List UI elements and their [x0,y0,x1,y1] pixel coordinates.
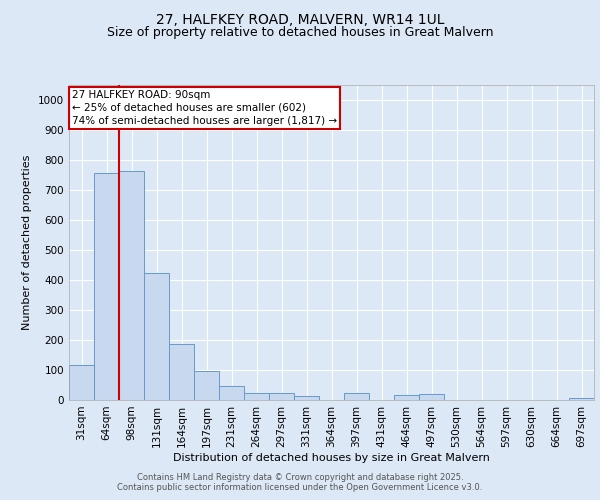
Bar [294,396,319,400]
Y-axis label: Number of detached properties: Number of detached properties [22,155,32,330]
Bar [194,371,219,400]
Bar [569,398,594,400]
Text: 27 HALFKEY ROAD: 90sqm
← 25% of detached houses are smaller (602)
74% of semi-de: 27 HALFKEY ROAD: 90sqm ← 25% of detached… [71,90,337,126]
Bar [69,365,94,400]
Bar [169,344,194,400]
Text: 27, HALFKEY ROAD, MALVERN, WR14 1UL: 27, HALFKEY ROAD, MALVERN, WR14 1UL [156,12,444,26]
Text: Contains HM Land Registry data © Crown copyright and database right 2025.: Contains HM Land Registry data © Crown c… [137,472,463,482]
Bar [94,173,119,400]
Bar [144,274,169,400]
X-axis label: Distribution of detached houses by size in Great Malvern: Distribution of detached houses by size … [173,452,490,462]
Bar [394,394,419,400]
Bar [119,172,144,400]
Bar [344,392,369,400]
Bar [419,394,444,400]
Bar [244,394,269,400]
Text: Contains public sector information licensed under the Open Government Licence v3: Contains public sector information licen… [118,482,482,492]
Bar [219,386,244,400]
Text: Size of property relative to detached houses in Great Malvern: Size of property relative to detached ho… [107,26,493,39]
Bar [269,392,294,400]
